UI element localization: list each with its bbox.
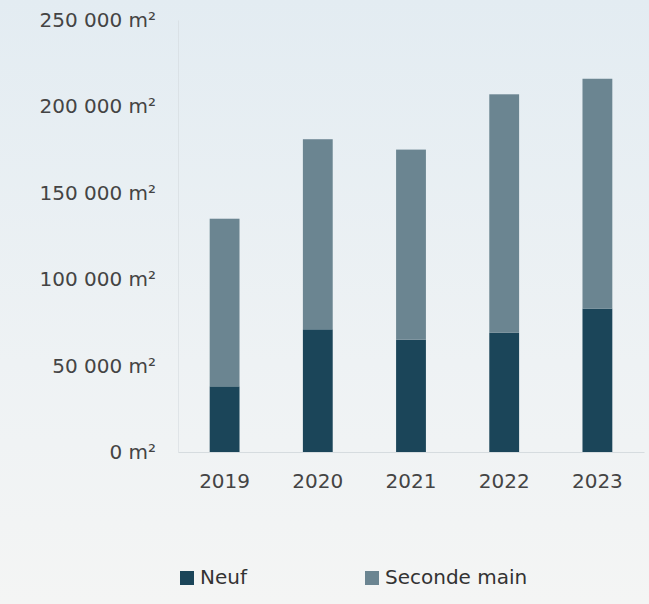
plot: 0 m² 50 000 m² 100 000 m² 150 000 m² 200 000… bbox=[39, 8, 644, 493]
bar bbox=[210, 219, 240, 387]
y-tick-label: 100 000 m² bbox=[39, 267, 156, 291]
legend-label: Seconde main bbox=[385, 565, 527, 589]
y-tick-label: 200 000 m² bbox=[39, 94, 156, 118]
x-axis: 2019 2020 2021 2022 2023 bbox=[179, 452, 645, 493]
chart: 0 m² 50 000 m² 100 000 m² 150 000 m² 200 000… bbox=[0, 0, 649, 604]
legend: Neuf Seconde main bbox=[180, 565, 527, 589]
legend-item: Neuf bbox=[180, 565, 248, 589]
background bbox=[0, 0, 649, 604]
x-tick: 2021 bbox=[386, 452, 437, 493]
x-tick-label: 2021 bbox=[386, 469, 437, 493]
x-axis-line bbox=[179, 452, 645, 453]
bar bbox=[582, 79, 612, 309]
y-tick-label: 150 000 m² bbox=[39, 181, 156, 205]
x-tick-label: 2023 bbox=[572, 469, 623, 493]
x-tick: 2019 bbox=[199, 452, 250, 493]
legend-swatch bbox=[180, 571, 194, 585]
bar bbox=[303, 139, 333, 329]
y-tick: 50 000 m² bbox=[52, 354, 178, 378]
bar bbox=[396, 340, 426, 452]
x-tick: 2023 bbox=[572, 452, 623, 493]
x-tick: 2022 bbox=[479, 452, 530, 493]
y-tick-label: 50 000 m² bbox=[52, 354, 156, 378]
x-tick-label: 2019 bbox=[199, 469, 250, 493]
y-tick: 250 000 m² bbox=[39, 8, 178, 32]
bar bbox=[489, 94, 519, 332]
legend-item: Seconde main bbox=[365, 565, 527, 589]
x-tick-label: 2022 bbox=[479, 469, 530, 493]
y-tick: 100 000 m² bbox=[39, 267, 178, 291]
bar bbox=[396, 150, 426, 340]
y-tick: 0 m² bbox=[109, 440, 178, 464]
legend-label: Neuf bbox=[200, 565, 248, 589]
x-tick-label: 2020 bbox=[292, 469, 343, 493]
legend-swatch bbox=[365, 571, 379, 585]
y-axis: 0 m² 50 000 m² 100 000 m² 150 000 m² 200 000… bbox=[39, 8, 178, 464]
series bbox=[210, 79, 613, 387]
bar bbox=[210, 386, 240, 452]
y-axis-line bbox=[178, 21, 179, 453]
y-tick-label: 250 000 m² bbox=[39, 8, 156, 32]
bar bbox=[582, 309, 612, 452]
bars bbox=[210, 79, 613, 452]
bar bbox=[303, 329, 333, 452]
y-tick: 150 000 m² bbox=[39, 181, 178, 205]
bar bbox=[489, 333, 519, 452]
x-tick: 2020 bbox=[292, 452, 343, 493]
y-tick-label: 0 m² bbox=[109, 440, 156, 464]
y-tick: 200 000 m² bbox=[39, 94, 178, 118]
